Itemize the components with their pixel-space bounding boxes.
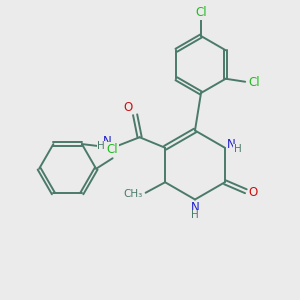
Text: Cl: Cl xyxy=(248,76,260,89)
Text: N: N xyxy=(103,135,112,148)
Text: O: O xyxy=(123,101,132,114)
Text: H: H xyxy=(234,144,242,154)
Text: H: H xyxy=(191,210,199,220)
Text: H: H xyxy=(97,141,105,151)
Text: Cl: Cl xyxy=(196,6,207,19)
Text: O: O xyxy=(249,186,258,199)
Text: Cl: Cl xyxy=(107,143,118,156)
Text: N: N xyxy=(190,201,200,214)
Text: CH₃: CH₃ xyxy=(123,189,142,199)
Text: N: N xyxy=(227,138,236,151)
